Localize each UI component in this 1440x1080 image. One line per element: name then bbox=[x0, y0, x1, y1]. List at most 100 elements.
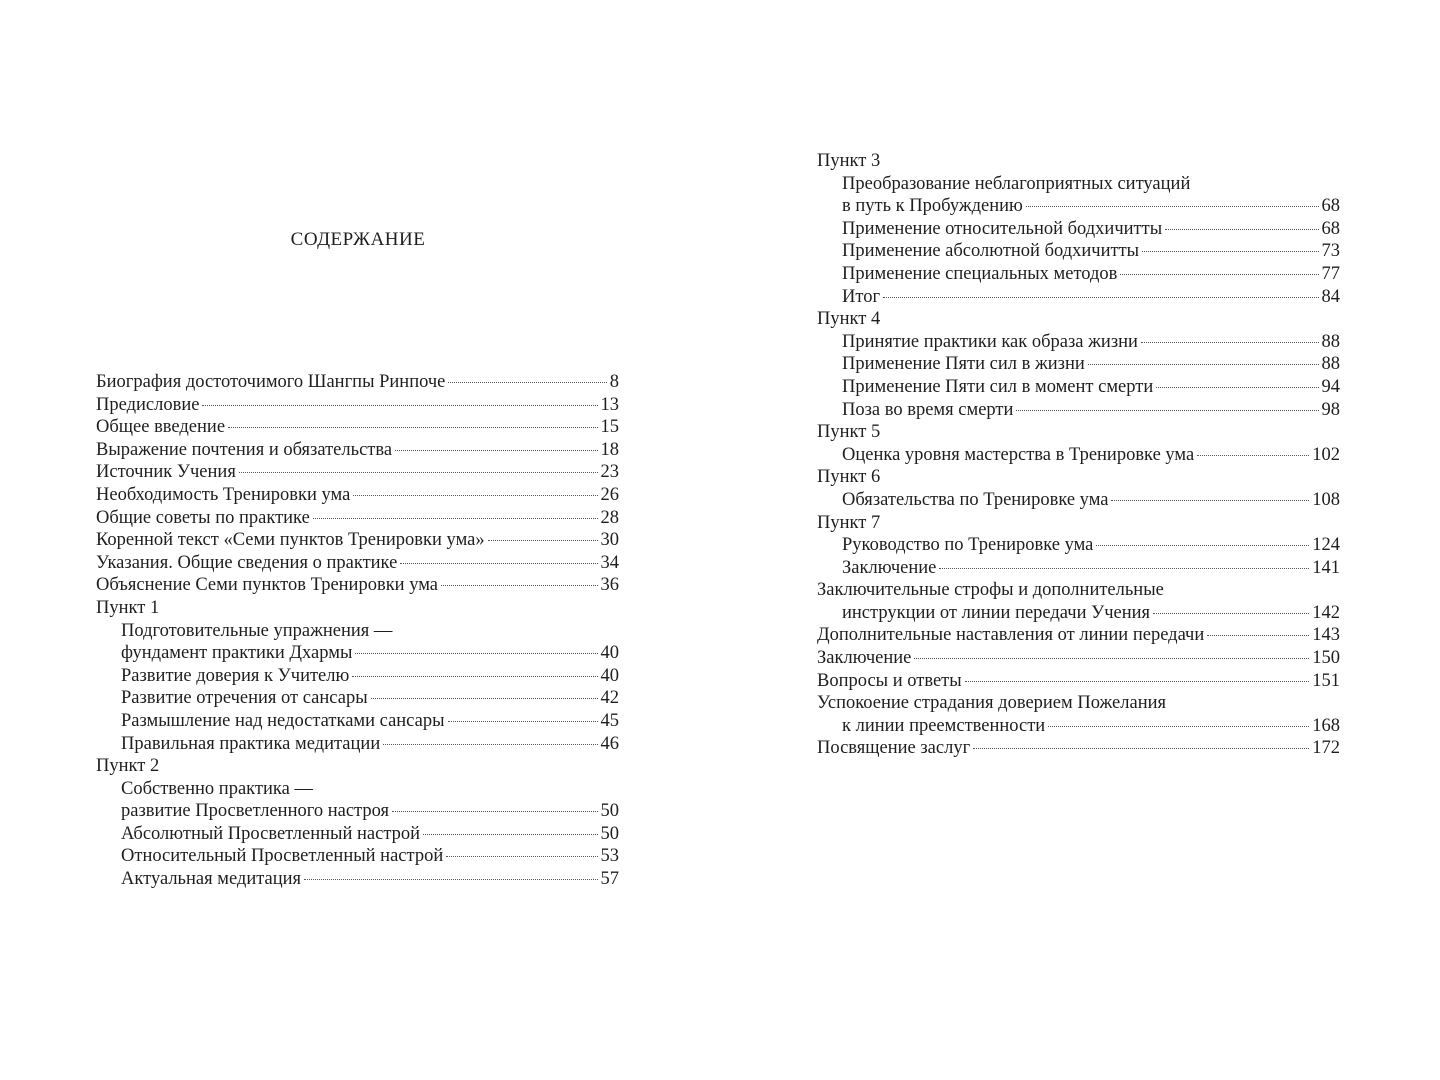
toc-entry-title: Применение абсолютной бодхичитты bbox=[842, 241, 1140, 262]
toc-entry: Пункт 7 bbox=[817, 512, 1340, 535]
toc-left-column: Биография достоточимого Шангпы Ринпоче 8 П… bbox=[96, 371, 619, 891]
toc-page-number: 172 bbox=[1312, 738, 1340, 759]
toc-page-number: 23 bbox=[600, 462, 620, 483]
dot-leader bbox=[1165, 228, 1319, 230]
toc-page-number: 150 bbox=[1312, 648, 1340, 669]
toc-entry-title: Обязательства по Тренировке ума bbox=[842, 489, 1109, 510]
toc-page-number: 168 bbox=[1312, 715, 1340, 736]
toc-entry-title: Выражение почтения и обязательства bbox=[96, 439, 393, 460]
toc-entry-title: Пункт 7 bbox=[817, 512, 881, 533]
dot-leader bbox=[238, 472, 598, 474]
toc-page-number: 57 bbox=[600, 869, 620, 890]
toc-page-number: 151 bbox=[1312, 670, 1340, 691]
toc-entry-title: Развитие отречения от сансары bbox=[121, 688, 368, 709]
toc-entry-title: Поза во время смерти bbox=[842, 399, 1014, 420]
toc-entry: Применение относительной бодхичитты 68 bbox=[817, 218, 1340, 241]
toc-right-column: Пункт 3 Преобразование неблагоприятных си… bbox=[817, 150, 1340, 760]
toc-page-number: 45 bbox=[600, 710, 620, 731]
toc-entry: Дополнительные наставления от линии пере… bbox=[817, 624, 1340, 647]
dot-leader bbox=[1140, 341, 1319, 343]
dot-leader bbox=[1048, 725, 1310, 727]
toc-page-number: 8 bbox=[609, 372, 619, 392]
toc-entry: Источник Учения 23 bbox=[96, 461, 619, 484]
toc-page-number: 143 bbox=[1312, 625, 1340, 646]
toc-entry-title: Пункт 3 bbox=[817, 151, 881, 171]
dot-leader bbox=[964, 680, 1310, 682]
toc-entry: Развитие отречения от сансары 42 bbox=[96, 687, 619, 710]
toc-entry: Актуальная медитация 57 bbox=[96, 868, 619, 891]
dot-leader bbox=[973, 748, 1310, 750]
dot-leader bbox=[423, 833, 598, 835]
toc-entry: Правильная практика медитации 46 bbox=[96, 733, 619, 756]
toc-entry: Собственно практика — bbox=[96, 778, 619, 801]
toc-entry-title: Применение относительной бодхичитты bbox=[842, 218, 1163, 239]
toc-entry: Применение Пяти сил в момент смерти 94 bbox=[817, 376, 1340, 399]
toc-entry: Пункт 2 bbox=[96, 755, 619, 778]
toc-entry-title: Размышление над недостатками сансары bbox=[121, 710, 445, 731]
toc-page-number: 98 bbox=[1321, 399, 1341, 420]
dot-leader bbox=[914, 658, 1310, 660]
toc-entry: Относительный Просветленный настрой 53 bbox=[96, 845, 619, 868]
toc-entry-title: в путь к Пробуждению bbox=[842, 196, 1023, 217]
toc-entry-title: Правильная практика медитации bbox=[121, 733, 381, 754]
toc-entry: Поза во время смерти 98 bbox=[817, 399, 1340, 422]
toc-entry: в путь к Пробуждению 68 bbox=[817, 195, 1340, 218]
toc-entry-title: Пункт 5 bbox=[817, 422, 881, 443]
toc-entry: Предисловие 13 bbox=[96, 394, 619, 417]
toc-page-number: 53 bbox=[600, 846, 620, 867]
dot-leader bbox=[383, 743, 598, 745]
toc-page-number: 50 bbox=[600, 823, 620, 844]
dot-leader bbox=[1156, 386, 1319, 388]
dot-leader bbox=[1111, 499, 1310, 501]
toc-entry-title: Применение специальных методов bbox=[842, 263, 1118, 284]
toc-page-number: 50 bbox=[600, 801, 620, 822]
toc-page-number: 26 bbox=[600, 484, 620, 505]
toc-entry: Заключительные строфы и дополнительные bbox=[817, 579, 1340, 602]
toc-entry: Заключение 150 bbox=[817, 647, 1340, 670]
toc-entry: Выражение почтения и обязательства 18 bbox=[96, 439, 619, 462]
toc-page-number: 124 bbox=[1312, 535, 1340, 556]
toc-entry-title: к линии преемственности bbox=[842, 715, 1046, 736]
toc-entry-title: Пункт 4 bbox=[817, 309, 881, 330]
toc-entry-title: развитие Просветленного настроя bbox=[121, 801, 390, 822]
toc-entry-title: Заключение bbox=[842, 557, 937, 578]
dot-leader bbox=[446, 856, 598, 858]
toc-page-number: 88 bbox=[1321, 354, 1341, 375]
toc-entry-title: Объяснение Семи пунктов Тренировки ума bbox=[96, 575, 439, 596]
toc-entry-title: Применение Пяти сил в жизни bbox=[842, 354, 1085, 375]
toc-entry-title: Принятие практики как образа жизни bbox=[842, 331, 1138, 352]
toc-entry-title: Вопросы и ответы bbox=[817, 670, 962, 691]
toc-page-number: 13 bbox=[600, 394, 620, 415]
toc-entry-title: Указания. Общие сведения о практике bbox=[96, 552, 398, 573]
toc-entry-title: Коренной текст «Семи пунктов Тренировки … bbox=[96, 530, 485, 551]
dot-leader bbox=[1016, 409, 1319, 411]
dot-leader bbox=[370, 698, 598, 700]
dot-leader bbox=[448, 382, 607, 383]
toc-page-number: 108 bbox=[1312, 489, 1340, 510]
toc-entry-title: фундамент практики Дхармы bbox=[121, 643, 353, 664]
toc-entry-title: Источник Учения bbox=[96, 462, 236, 483]
toc-entry-title: Общее введение bbox=[96, 417, 226, 438]
dot-leader bbox=[939, 567, 1310, 569]
toc-entry-title: Развитие доверия к Учителю bbox=[121, 665, 350, 686]
toc-entry: фундамент практики Дхармы 40 bbox=[96, 642, 619, 665]
toc-entry: Применение Пяти сил в жизни 88 bbox=[817, 353, 1340, 376]
toc-entry: Необходимость Тренировки ума 26 bbox=[96, 484, 619, 507]
toc-entry: Вопросы и ответы 151 bbox=[817, 670, 1340, 693]
toc-entry: Обязательства по Тренировке ума 108 bbox=[817, 489, 1340, 512]
dot-leader bbox=[1087, 364, 1319, 366]
toc-entry: Применение специальных методов 77 bbox=[817, 263, 1340, 286]
dot-leader bbox=[441, 585, 598, 587]
toc-page-number: 36 bbox=[600, 575, 620, 596]
dot-leader bbox=[312, 517, 598, 519]
dot-leader bbox=[392, 811, 598, 813]
toc-entry: Принятие практики как образа жизни 88 bbox=[817, 331, 1340, 354]
toc-entry: Абсолютный Просветленный настрой 50 bbox=[96, 823, 619, 846]
toc-page-number: 68 bbox=[1321, 196, 1341, 217]
toc-page-number: 102 bbox=[1312, 444, 1340, 465]
toc-entry: Коренной текст «Семи пунктов Тренировки … bbox=[96, 529, 619, 552]
dot-leader bbox=[1096, 545, 1310, 547]
toc-page-number: 84 bbox=[1321, 286, 1341, 307]
toc-entry-title: Дополнительные наставления от линии пере… bbox=[817, 625, 1205, 646]
toc-entry-title: Предисловие bbox=[96, 394, 200, 415]
